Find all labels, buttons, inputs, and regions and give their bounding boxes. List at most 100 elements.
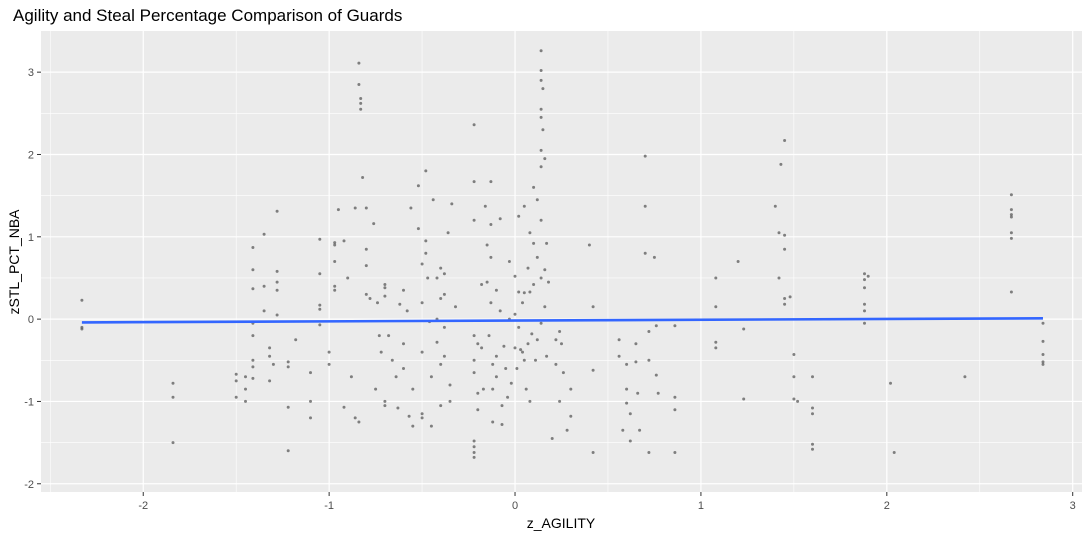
data-point [643,251,647,255]
data-point [539,276,543,280]
data-point [485,280,489,284]
data-point [333,284,337,288]
data-point [333,241,337,245]
data-point [498,217,502,221]
data-point [792,375,796,379]
data-point [383,294,387,298]
data-point [796,399,800,403]
data-point [550,437,554,440]
data-point [431,198,435,202]
data-point [251,334,255,338]
data-point [517,214,521,218]
data-point [628,439,632,443]
x-axis-title: z_AGILITY [527,515,596,531]
data-point [554,338,558,342]
data-point [476,391,480,395]
data-point [530,332,534,336]
data-point [424,251,428,255]
data-point [446,231,450,235]
data-point [541,128,545,132]
data-point [539,107,543,111]
data-point [539,49,543,53]
data-point [411,424,415,428]
data-point [617,354,621,358]
data-point [234,395,238,399]
data-point [429,424,433,428]
data-point [364,206,368,210]
data-point [1009,290,1013,294]
data-point [420,350,424,354]
data-point [309,371,312,375]
data-point [863,321,866,325]
data-point [476,408,480,412]
data-point [863,278,866,282]
data-point [398,302,402,306]
data-point [500,404,504,408]
data-point [333,243,337,247]
data-point [792,397,796,401]
data-point [621,428,625,432]
data-point [625,387,629,391]
data-point [251,268,255,272]
x-tick-label: 3 [1070,500,1076,512]
data-point [863,309,866,313]
data-point [714,276,718,280]
data-point [647,451,651,454]
data-point [361,176,365,179]
data-point [777,276,781,280]
data-point [545,241,549,245]
data-point [714,346,718,350]
data-point [773,204,777,208]
data-point [435,340,439,344]
data-point [342,239,346,243]
data-point [792,353,796,356]
data-point [487,334,491,338]
data-point [426,276,430,280]
data-point [309,416,312,420]
data-point [327,350,331,354]
data-point [472,439,476,443]
data-point [489,301,493,305]
data-point [1009,236,1013,240]
data-point [480,283,484,286]
data-point [80,327,84,331]
data-point [513,274,517,278]
data-point [275,209,279,213]
data-point [244,387,247,391]
data-point [1041,353,1045,356]
data-point [509,381,513,385]
data-point [491,362,495,366]
data-point [591,368,595,372]
data-point [171,381,175,385]
data-point [485,243,489,247]
data-point [275,269,279,273]
data-point [569,387,573,391]
data-point [558,399,562,403]
data-point [742,327,746,331]
data-point [1009,231,1013,235]
data-point [251,376,255,380]
data-point [591,451,595,454]
data-point [244,375,247,379]
data-point [783,302,787,306]
minor-gridlines [41,31,1082,492]
data-point [275,288,279,292]
data-point [377,334,381,338]
data-point [442,292,446,296]
data-point [777,231,781,235]
chart-title: Agility and Steal Percentage Comparison … [13,6,402,25]
y-tick-label: 0 [28,314,34,326]
data-point [481,387,485,391]
data-point [234,372,238,376]
data-point [286,405,290,409]
data-point [811,406,814,410]
data-point [483,204,487,208]
data-point [472,451,476,454]
data-point [628,412,632,416]
data-point [268,354,272,358]
x-tick-labels: -2 -1 0 1 2 3 [138,500,1075,512]
data-point [783,139,787,142]
axis-ticks [37,71,1074,496]
data-point [1009,208,1013,212]
data-point [402,367,405,370]
